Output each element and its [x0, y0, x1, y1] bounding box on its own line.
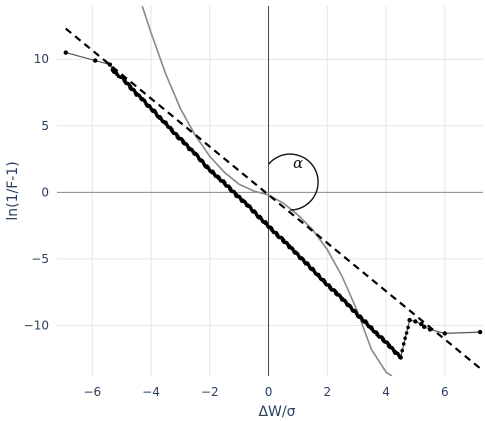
data-point — [198, 158, 204, 163]
data-point — [400, 348, 405, 353]
y-tick-label: 0 — [41, 185, 49, 199]
data-point — [216, 175, 221, 180]
data-point — [140, 97, 145, 102]
data-point — [406, 325, 410, 330]
data-point — [257, 215, 262, 220]
data-point — [204, 164, 209, 170]
data-point — [187, 146, 192, 151]
data-point — [333, 290, 339, 295]
data-point — [163, 120, 168, 126]
data-point — [245, 203, 251, 208]
data-point — [181, 139, 186, 144]
data-point — [269, 226, 274, 232]
y-tick-label: −5 — [31, 252, 49, 266]
x-tick-label: 2 — [323, 385, 331, 399]
data-point — [442, 331, 447, 336]
y-tick-label: −10 — [24, 318, 49, 332]
data-point — [357, 314, 362, 319]
grid — [57, 6, 483, 376]
zero-lines — [57, 6, 483, 376]
x-tick-label: −2 — [201, 385, 219, 399]
data-point — [398, 355, 403, 360]
data-point — [122, 78, 127, 83]
data-point — [169, 127, 174, 132]
data-point — [477, 329, 483, 335]
data-point — [413, 319, 418, 324]
data-point — [403, 336, 407, 341]
x-tick-label: −6 — [83, 385, 101, 399]
data-point — [263, 220, 268, 226]
angle-marker — [267, 153, 319, 211]
x-tick-label: 0 — [265, 385, 273, 399]
x-tick-label: 6 — [441, 385, 449, 399]
y-tick-label: 10 — [34, 52, 49, 66]
data-point — [345, 302, 351, 307]
data-point — [316, 273, 321, 278]
data-point — [239, 198, 245, 203]
data-point — [386, 343, 392, 348]
data-point — [298, 256, 303, 261]
series-points-line — [65, 52, 481, 359]
data-point — [275, 232, 280, 238]
data-point — [157, 115, 162, 121]
data-point — [128, 85, 133, 90]
data-point — [151, 108, 157, 114]
data-point — [363, 319, 368, 325]
data-point — [228, 186, 233, 192]
data-point — [93, 58, 98, 63]
data-point — [175, 134, 180, 139]
data-point — [404, 331, 409, 335]
y-axis-title: ln(1/F-1) — [5, 161, 21, 220]
data-point — [419, 321, 424, 327]
data-point — [134, 91, 139, 97]
data-point — [63, 50, 68, 55]
x-axis-title: ΔW/σ — [258, 404, 295, 420]
data-point — [328, 285, 333, 290]
data-point — [380, 337, 386, 342]
x-tick-label: 4 — [382, 385, 390, 399]
data-point — [401, 342, 406, 346]
angle-arc — [267, 153, 319, 211]
data-point — [107, 62, 113, 67]
data-point — [145, 103, 151, 109]
data-point — [392, 349, 398, 355]
tick-labels: −6 −4 −2 0 2 4 6 −10 −5 0 5 10 — [24, 52, 449, 399]
data-point — [304, 261, 309, 266]
alpha-annotation: α — [293, 154, 303, 172]
data-point — [251, 209, 256, 214]
series-layer — [63, 6, 483, 376]
data-point — [234, 192, 239, 198]
fit-line — [65, 27, 483, 372]
data-point — [286, 244, 292, 249]
data-point — [281, 238, 286, 243]
data-point — [339, 296, 345, 301]
y-tick-label: 5 — [41, 119, 49, 133]
data-point — [310, 267, 315, 272]
x-tick-label: −4 — [142, 385, 160, 399]
data-point — [322, 279, 327, 284]
data-point — [375, 331, 380, 337]
data-point — [369, 325, 374, 331]
data-point — [292, 250, 298, 255]
data-point — [407, 317, 412, 323]
data-point — [222, 180, 227, 186]
data-point — [192, 151, 198, 156]
data-point — [210, 170, 215, 175]
data-point — [422, 324, 427, 329]
series-curve — [141, 6, 393, 376]
data-point — [351, 308, 356, 313]
